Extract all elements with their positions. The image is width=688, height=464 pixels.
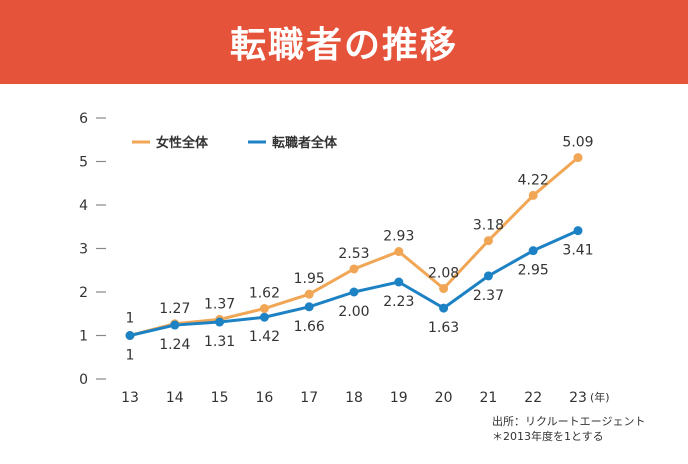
data-point [394, 247, 404, 257]
data-label: 3.18 [473, 218, 504, 234]
x-tick-label: 19 [390, 390, 408, 406]
data-label: 1.27 [159, 301, 190, 317]
x-tick-label: 20 [435, 390, 453, 406]
y-tick-label: 5 [79, 155, 88, 171]
data-point [215, 317, 225, 327]
x-tick-label: 23 [569, 390, 587, 406]
x-tick-label: 16 [255, 390, 273, 406]
data-point [483, 236, 493, 246]
data-point [259, 304, 269, 314]
y-tick-label: 4 [79, 198, 88, 214]
y-tick-label: 6 [79, 111, 88, 127]
x-tick-label: 21 [479, 390, 497, 406]
data-point [349, 287, 359, 297]
data-label: 2.23 [383, 294, 414, 310]
data-label: 3.41 [562, 243, 593, 259]
data-point [394, 277, 404, 287]
x-tick-label: 17 [300, 390, 318, 406]
data-point [304, 302, 314, 312]
data-label: 1.24 [159, 337, 190, 353]
data-label: 1.42 [249, 329, 280, 345]
data-label: 2.95 [518, 263, 549, 279]
data-label: 1.62 [249, 286, 280, 302]
x-axis-unit: (年) [590, 390, 610, 404]
data-label: 2.93 [383, 229, 414, 245]
x-tick-label: 14 [166, 390, 184, 406]
data-label: 2.00 [338, 304, 369, 320]
source-line: 出所：リクルートエージェント [492, 415, 646, 428]
x-tick-label: 15 [211, 390, 229, 406]
data-point [125, 331, 135, 340]
data-label: 1 [126, 348, 135, 364]
x-tick-label: 13 [121, 390, 139, 406]
data-point [304, 289, 314, 299]
data-label: 1.66 [294, 319, 325, 335]
data-label: 2.37 [473, 288, 504, 304]
data-label: 1.95 [294, 271, 325, 287]
chart-area: 0 1 2 3 4 5 6 13 14 15 16 17 18 19 20 21 22 23 (年) 1 1.27 1.3… [0, 84, 688, 460]
data-label: 1 [126, 311, 135, 327]
data-point [483, 271, 493, 281]
legend-label: 女性全体 [156, 135, 209, 151]
base-year-note: ＊2013年度を1とする [492, 430, 604, 443]
legend-label: 転職者全体 [272, 135, 338, 151]
data-point [439, 284, 449, 294]
data-point [349, 264, 359, 274]
data-label: 1.31 [204, 334, 235, 350]
x-tick-label: 22 [524, 390, 542, 406]
data-label: 1.37 [204, 296, 235, 312]
y-tick-label: 0 [79, 372, 88, 388]
data-label: 1.63 [428, 320, 459, 336]
data-point [528, 190, 538, 200]
data-point [573, 226, 583, 236]
x-tick-label: 18 [345, 390, 363, 406]
title-banner: 転職者の推移 [0, 0, 688, 84]
data-label: 4.22 [518, 172, 549, 188]
data-point [528, 246, 538, 256]
data-point [259, 312, 269, 322]
data-point [170, 320, 180, 330]
data-point [573, 153, 583, 163]
data-label: 5.09 [562, 135, 593, 151]
data-label: 2.53 [338, 246, 369, 262]
data-point [439, 303, 449, 313]
y-tick-label: 2 [79, 285, 88, 301]
data-label: 2.08 [428, 266, 459, 282]
y-tick-label: 1 [79, 329, 88, 345]
y-tick-label: 3 [79, 242, 88, 258]
page-title: 転職者の推移 [229, 25, 458, 66]
source-note: 出所：リクルートエージェント ＊2013年度を1とする [492, 414, 645, 444]
